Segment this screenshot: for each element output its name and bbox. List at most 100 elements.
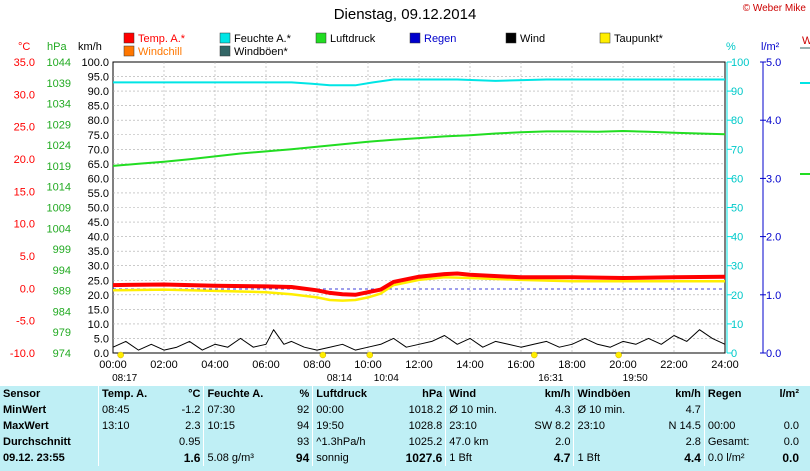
x-tick-label: 20:00 (609, 359, 637, 371)
legend-label: Regen (424, 33, 456, 45)
x-tick-label: 16:00 (507, 359, 535, 371)
stats-cell: 1018.2 (408, 404, 443, 416)
weather-chart: 35.0 30.0 25.0 20.0 15.0 10.0 5.0 0.0 -5.0 -10.0 1… (10, 32, 810, 384)
x-tick-label: 10:00 (354, 359, 382, 371)
stats-cell (703, 402, 769, 418)
pressure-tick-label: 994 (53, 265, 71, 277)
stats-row-min: MinWert 08:45 -1.2 07:30 92 00:00 1018.2… (0, 402, 802, 418)
legend-label: Windchill (138, 46, 182, 58)
legend-swatch (315, 32, 327, 44)
legend-swatch (599, 32, 611, 44)
temp-tick-label: 5.0 (20, 251, 35, 263)
stats-cell: 00:00 (703, 418, 769, 434)
stats-row-label: MinWert (3, 404, 47, 416)
wind-tick-label: 65.0 (88, 159, 109, 171)
humidity-tick-label: 70 (731, 144, 743, 156)
pressure-unit-label: hPa (47, 41, 67, 53)
pressure-tick-label: 1039 (47, 78, 71, 90)
rain-tick-label: 3.0 (766, 173, 781, 185)
humidity-tick-label: 10 (731, 319, 743, 331)
series-line (112, 329, 726, 351)
stats-cell (97, 434, 167, 450)
stats-header: Regen (703, 386, 769, 402)
x-tick-label: 22:00 (660, 359, 688, 371)
stats-cell: 5.08 g/m³ (203, 450, 287, 466)
stats-cell: 93 (297, 436, 310, 448)
pressure-tick-label: 979 (53, 327, 71, 339)
stats-cell: 1 Bft (573, 450, 653, 466)
pressure-tick-label: 1024 (47, 140, 71, 152)
sun-marker (117, 351, 124, 359)
x-tick-label: 08:00 (303, 359, 331, 371)
stats-cell (573, 434, 653, 450)
rain-tick-label: 0.0 (766, 348, 781, 360)
wind-tick-label: 50.0 (88, 203, 109, 215)
temp-tick-label: 10.0 (14, 219, 35, 231)
temp-tick-label: 35.0 (14, 57, 35, 69)
stats-row-average: Durchschnitt 0.95 93 ^1.3hPa/h 1025.2 47… (0, 434, 802, 450)
sun-time-label: 19:50 (623, 373, 648, 384)
stats-header: Sensor (3, 388, 41, 400)
stats-cell: 07:30 (203, 402, 287, 418)
temp-tick-label: 15.0 (14, 186, 35, 198)
stats-cell: 0.0 l/m² (703, 450, 769, 466)
temp-tick-label: -5.0 (16, 316, 35, 328)
humidity-tick-label: 80 (731, 115, 743, 127)
humidity-tick-label: 100 (731, 57, 749, 69)
sun-marker (366, 351, 374, 359)
pressure-tick-label: 1009 (47, 203, 71, 215)
wind-unit-label: km/h (78, 41, 102, 53)
stats-header: Temp. A. (97, 386, 167, 402)
wind-tick-label: 100.0 (81, 57, 109, 69)
humidity-tick-label: 50 (731, 203, 743, 215)
wind-tick-label: 45.0 (88, 217, 109, 229)
stats-cell: 92 (297, 404, 310, 416)
humidity-tick-label: 0 (731, 348, 737, 360)
rain-unit-label: l/m² (761, 41, 780, 53)
stats-row-current: 09.12. 23:55 1.6 5.08 g/m³ 94 sonnig 102… (0, 450, 802, 466)
stats-cell: Ø 10 min. (573, 402, 653, 418)
stats-cell: 0.0 (783, 420, 799, 432)
stats-cell: 47.0 km (445, 434, 518, 450)
pressure-tick-label: 989 (53, 286, 71, 298)
temp-tick-label: 0.0 (20, 283, 35, 295)
wind-tick-label: 75.0 (88, 130, 109, 142)
wind-tick-label: 10.0 (88, 319, 109, 331)
legend-swatch (219, 45, 231, 57)
wind-tick-label: 5.0 (94, 333, 109, 345)
x-tick-label: 12:00 (405, 359, 433, 371)
sun-marker (319, 351, 327, 359)
stats-cell: 1025.2 (408, 436, 443, 448)
x-tick-label: 06:00 (252, 359, 280, 371)
series-line (113, 78, 725, 87)
stats-cell: 94 (297, 420, 310, 432)
humidity-unit-label: % (726, 41, 736, 53)
stats-header: l/m² (779, 388, 799, 400)
stats-cell: 0.0 (783, 436, 799, 448)
stats-header: km/h (675, 388, 701, 400)
sun-time-label: 10:04 (374, 373, 399, 384)
wind-tick-label: 95.0 (88, 72, 109, 84)
stats-cell: Gesamt: (703, 434, 769, 450)
pressure-tick-label: 974 (53, 348, 71, 360)
x-tick-label: 14:00 (456, 359, 484, 371)
wind-tick-label: 20.0 (88, 290, 109, 302)
x-tick-label: 24:00 (711, 359, 739, 371)
legend-swatch (123, 32, 135, 44)
temp-unit-label: °C (18, 41, 30, 53)
stats-cell: 00:00 (312, 402, 389, 418)
stats-header: km/h (544, 388, 571, 400)
legend-swatch (123, 45, 135, 57)
rain-tick-label: 5.0 (766, 57, 781, 69)
temp-tick-label: -10.0 (10, 348, 35, 360)
rain-tick-label: 4.0 (766, 115, 781, 127)
stats-cell: 0.95 (179, 436, 201, 448)
stats-cell: 4.4 (684, 451, 701, 465)
stats-cell: 1 Bft (445, 450, 518, 466)
wind-tick-label: 30.0 (88, 261, 109, 273)
series-line (112, 130, 726, 167)
stats-header: hPa (422, 388, 443, 400)
pressure-tick-label: 1004 (47, 223, 71, 235)
humidity-tick-label: 20 (731, 290, 743, 302)
wind-tick-label: 35.0 (88, 246, 109, 258)
